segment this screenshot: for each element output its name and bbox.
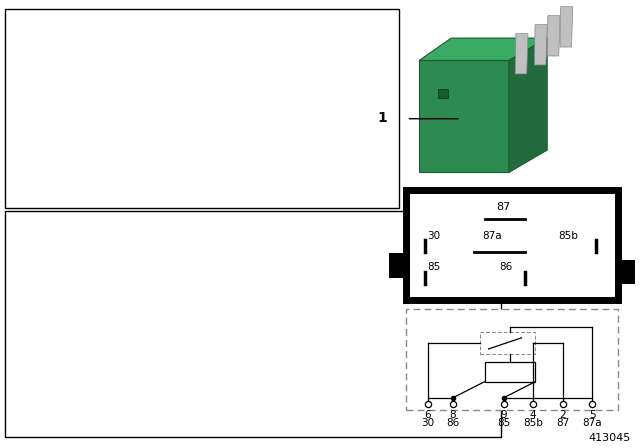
Polygon shape: [547, 16, 560, 56]
Bar: [389, 253, 406, 278]
Text: 86: 86: [499, 262, 513, 272]
Text: 85b: 85b: [559, 232, 579, 241]
Text: 5: 5: [589, 410, 596, 420]
Bar: [5, 211, 501, 437]
Text: 2: 2: [559, 410, 566, 420]
Polygon shape: [534, 25, 547, 65]
Text: 87: 87: [556, 418, 570, 427]
Text: 85b: 85b: [523, 418, 543, 427]
Text: 1: 1: [378, 111, 387, 125]
Polygon shape: [419, 60, 509, 172]
Text: 413045: 413045: [588, 433, 630, 443]
Bar: [406, 190, 618, 300]
Bar: [618, 260, 635, 284]
Text: 8: 8: [449, 410, 456, 420]
Text: 87a: 87a: [483, 232, 502, 241]
Polygon shape: [509, 38, 547, 172]
Text: 86: 86: [446, 418, 460, 427]
Text: 85: 85: [497, 418, 510, 427]
Text: 85: 85: [428, 262, 441, 272]
Text: 87: 87: [497, 202, 511, 212]
Text: 30: 30: [421, 418, 434, 427]
Text: 9: 9: [500, 410, 507, 420]
Bar: [484, 362, 535, 382]
Polygon shape: [560, 7, 573, 47]
Bar: [5, 9, 399, 208]
Polygon shape: [515, 34, 528, 74]
Bar: [438, 89, 448, 98]
Text: 4: 4: [530, 410, 536, 420]
Text: 87a: 87a: [582, 418, 602, 427]
Text: 6: 6: [424, 410, 431, 420]
Bar: [480, 332, 535, 354]
Bar: [406, 309, 618, 410]
Polygon shape: [419, 38, 547, 60]
Text: 30: 30: [428, 232, 441, 241]
